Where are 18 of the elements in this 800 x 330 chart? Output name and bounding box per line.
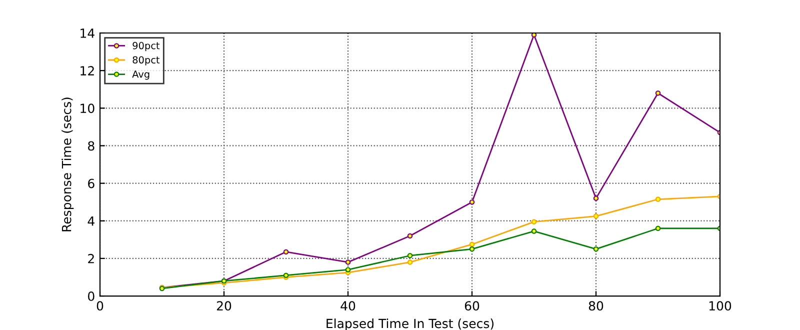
x-tick-label: 0 <box>96 301 104 311</box>
y-tick-label: 12 <box>80 66 94 76</box>
legend-label: 90pct <box>132 42 160 52</box>
y-tick-label: 10 <box>80 104 94 114</box>
y-axis-title: Response Time (secs) <box>62 98 74 232</box>
y-tick-label: 2 <box>88 254 94 264</box>
y-tick-label: 6 <box>88 178 94 188</box>
x-tick-label: 100 <box>709 301 732 311</box>
legend-label: Avg <box>132 70 150 80</box>
x-tick-label: 80 <box>588 301 604 311</box>
y-tick-label: 0 <box>88 291 94 301</box>
x-tick-label: 60 <box>464 301 480 311</box>
y-tick-label: 14 <box>80 28 94 38</box>
legend-label: 80pct <box>132 56 160 66</box>
x-tick-label: 20 <box>216 301 232 311</box>
x-tick-label: 40 <box>340 301 356 311</box>
y-tick-label: 4 <box>88 216 94 226</box>
y-tick-label: 8 <box>88 141 94 151</box>
